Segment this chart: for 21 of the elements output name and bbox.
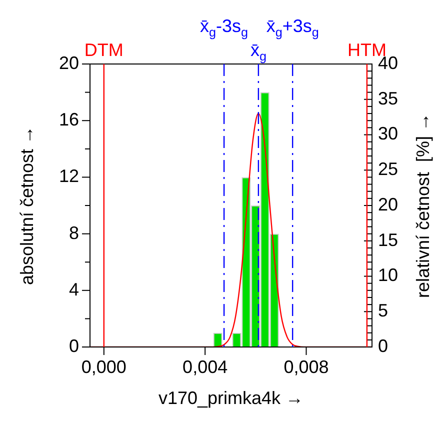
y-tick-label: 0 <box>68 336 79 356</box>
y2-tick-label: 10 <box>378 265 398 286</box>
x-tick-label: 0,008 <box>284 356 329 377</box>
y2-tick-label: 30 <box>378 124 398 144</box>
x-axis-title: v170_primka4k → <box>158 388 304 408</box>
y2-tick-label: 0 <box>378 336 388 356</box>
y-tick-label: 4 <box>68 279 79 300</box>
y-tick-label: 20 <box>58 52 79 73</box>
y-tick-label: 8 <box>68 222 79 243</box>
y-tick-label: 12 <box>58 166 79 186</box>
y2-tick-label: 15 <box>378 230 398 250</box>
y2-tick-label: 25 <box>378 159 398 180</box>
x-tick-label: 0,004 <box>182 356 228 377</box>
x-tick-label: 0,000 <box>81 356 126 377</box>
y-axis-title: absolutní četnost → <box>16 126 37 286</box>
y2-tick-label: 35 <box>378 88 398 108</box>
y2-tick-label: 5 <box>378 300 388 321</box>
ref-line-label: DTM <box>84 40 124 60</box>
y2-axis-title: relativní četnost [%] → <box>412 112 433 298</box>
y-tick-label: 16 <box>58 110 79 130</box>
y2-tick-label: 20 <box>378 194 398 214</box>
